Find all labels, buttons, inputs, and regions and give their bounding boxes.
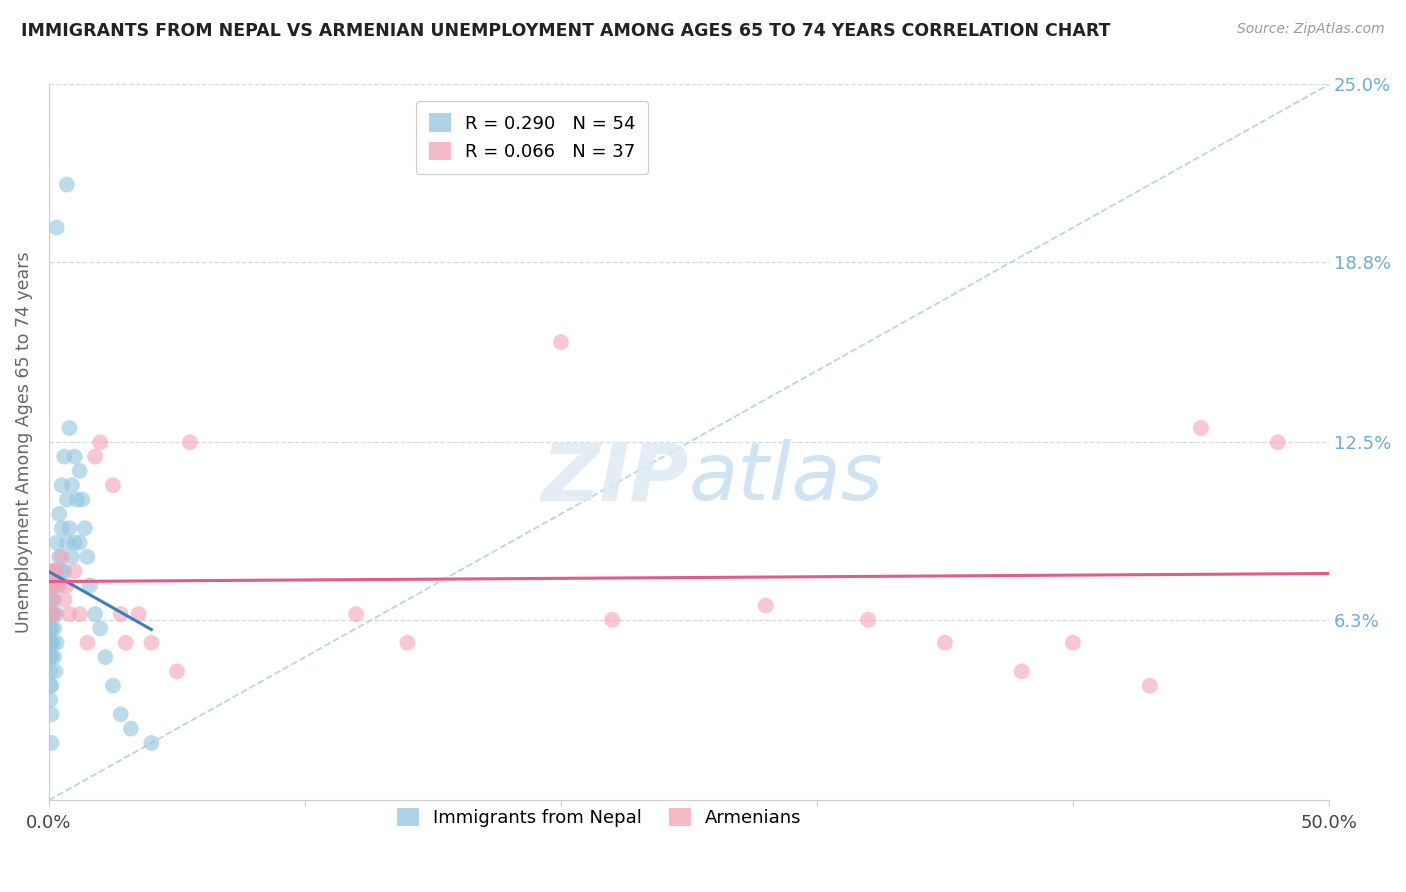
Point <box>101 679 124 693</box>
Point <box>44 665 66 679</box>
Point <box>39 650 62 665</box>
Point <box>56 492 79 507</box>
Point <box>48 578 70 592</box>
Point <box>934 636 956 650</box>
Point <box>42 650 65 665</box>
Point <box>110 707 132 722</box>
Point <box>39 665 62 679</box>
Point <box>53 564 76 578</box>
Point <box>42 622 65 636</box>
Point <box>45 607 67 621</box>
Text: Source: ZipAtlas.com: Source: ZipAtlas.com <box>1237 22 1385 37</box>
Point <box>41 736 63 750</box>
Point <box>600 613 623 627</box>
Point <box>120 722 142 736</box>
Point <box>1062 636 1084 650</box>
Point <box>42 607 65 621</box>
Point <box>56 578 79 592</box>
Point <box>41 707 63 722</box>
Point <box>39 607 62 621</box>
Point <box>45 564 67 578</box>
Point <box>51 564 73 578</box>
Point <box>63 450 86 464</box>
Point <box>94 650 117 665</box>
Point <box>141 736 163 750</box>
Point <box>39 679 62 693</box>
Point <box>51 521 73 535</box>
Point <box>128 607 150 621</box>
Point <box>45 636 67 650</box>
Point <box>56 178 79 192</box>
Point <box>69 607 91 621</box>
Point <box>45 578 67 592</box>
Point <box>84 450 107 464</box>
Point <box>141 636 163 650</box>
Point <box>58 521 80 535</box>
Point <box>63 564 86 578</box>
Point <box>69 535 91 549</box>
Point <box>41 622 63 636</box>
Point <box>39 622 62 636</box>
Point <box>41 650 63 665</box>
Text: ZIP: ZIP <box>541 439 689 517</box>
Point <box>73 521 96 535</box>
Point <box>63 535 86 549</box>
Point <box>1011 665 1033 679</box>
Point <box>39 564 62 578</box>
Point <box>69 464 91 478</box>
Text: IMMIGRANTS FROM NEPAL VS ARMENIAN UNEMPLOYMENT AMONG AGES 65 TO 74 YEARS CORRELA: IMMIGRANTS FROM NEPAL VS ARMENIAN UNEMPL… <box>21 22 1111 40</box>
Point <box>39 636 62 650</box>
Point <box>89 622 111 636</box>
Point <box>51 549 73 564</box>
Text: atlas: atlas <box>689 439 884 517</box>
Point <box>39 607 62 621</box>
Point <box>1267 435 1289 450</box>
Point <box>42 578 65 592</box>
Point <box>1189 421 1212 435</box>
Legend: Immigrants from Nepal, Armenians: Immigrants from Nepal, Armenians <box>389 800 808 834</box>
Point <box>166 665 188 679</box>
Point <box>41 578 63 592</box>
Point <box>856 613 879 627</box>
Point <box>41 592 63 607</box>
Point <box>42 636 65 650</box>
Point <box>42 607 65 621</box>
Point <box>60 549 83 564</box>
Point <box>550 335 572 350</box>
Point <box>58 421 80 435</box>
Point <box>70 492 93 507</box>
Point <box>79 578 101 592</box>
Point <box>41 592 63 607</box>
Point <box>76 636 98 650</box>
Point <box>45 535 67 549</box>
Point <box>396 636 419 650</box>
Point <box>114 636 136 650</box>
Point <box>76 549 98 564</box>
Point <box>110 607 132 621</box>
Point <box>42 592 65 607</box>
Point <box>755 599 778 613</box>
Point <box>179 435 201 450</box>
Point <box>45 220 67 235</box>
Point <box>42 564 65 578</box>
Point <box>51 478 73 492</box>
Point <box>60 478 83 492</box>
Point <box>48 507 70 521</box>
Point <box>56 535 79 549</box>
Point <box>39 693 62 707</box>
Point <box>48 549 70 564</box>
Point <box>58 607 80 621</box>
Point <box>53 450 76 464</box>
Point <box>101 478 124 492</box>
Point <box>84 607 107 621</box>
Point <box>41 679 63 693</box>
Point <box>344 607 367 621</box>
Point <box>42 564 65 578</box>
Point <box>66 492 89 507</box>
Y-axis label: Unemployment Among Ages 65 to 74 years: Unemployment Among Ages 65 to 74 years <box>15 252 32 633</box>
Point <box>39 636 62 650</box>
Point <box>53 592 76 607</box>
Point <box>1139 679 1161 693</box>
Point <box>89 435 111 450</box>
